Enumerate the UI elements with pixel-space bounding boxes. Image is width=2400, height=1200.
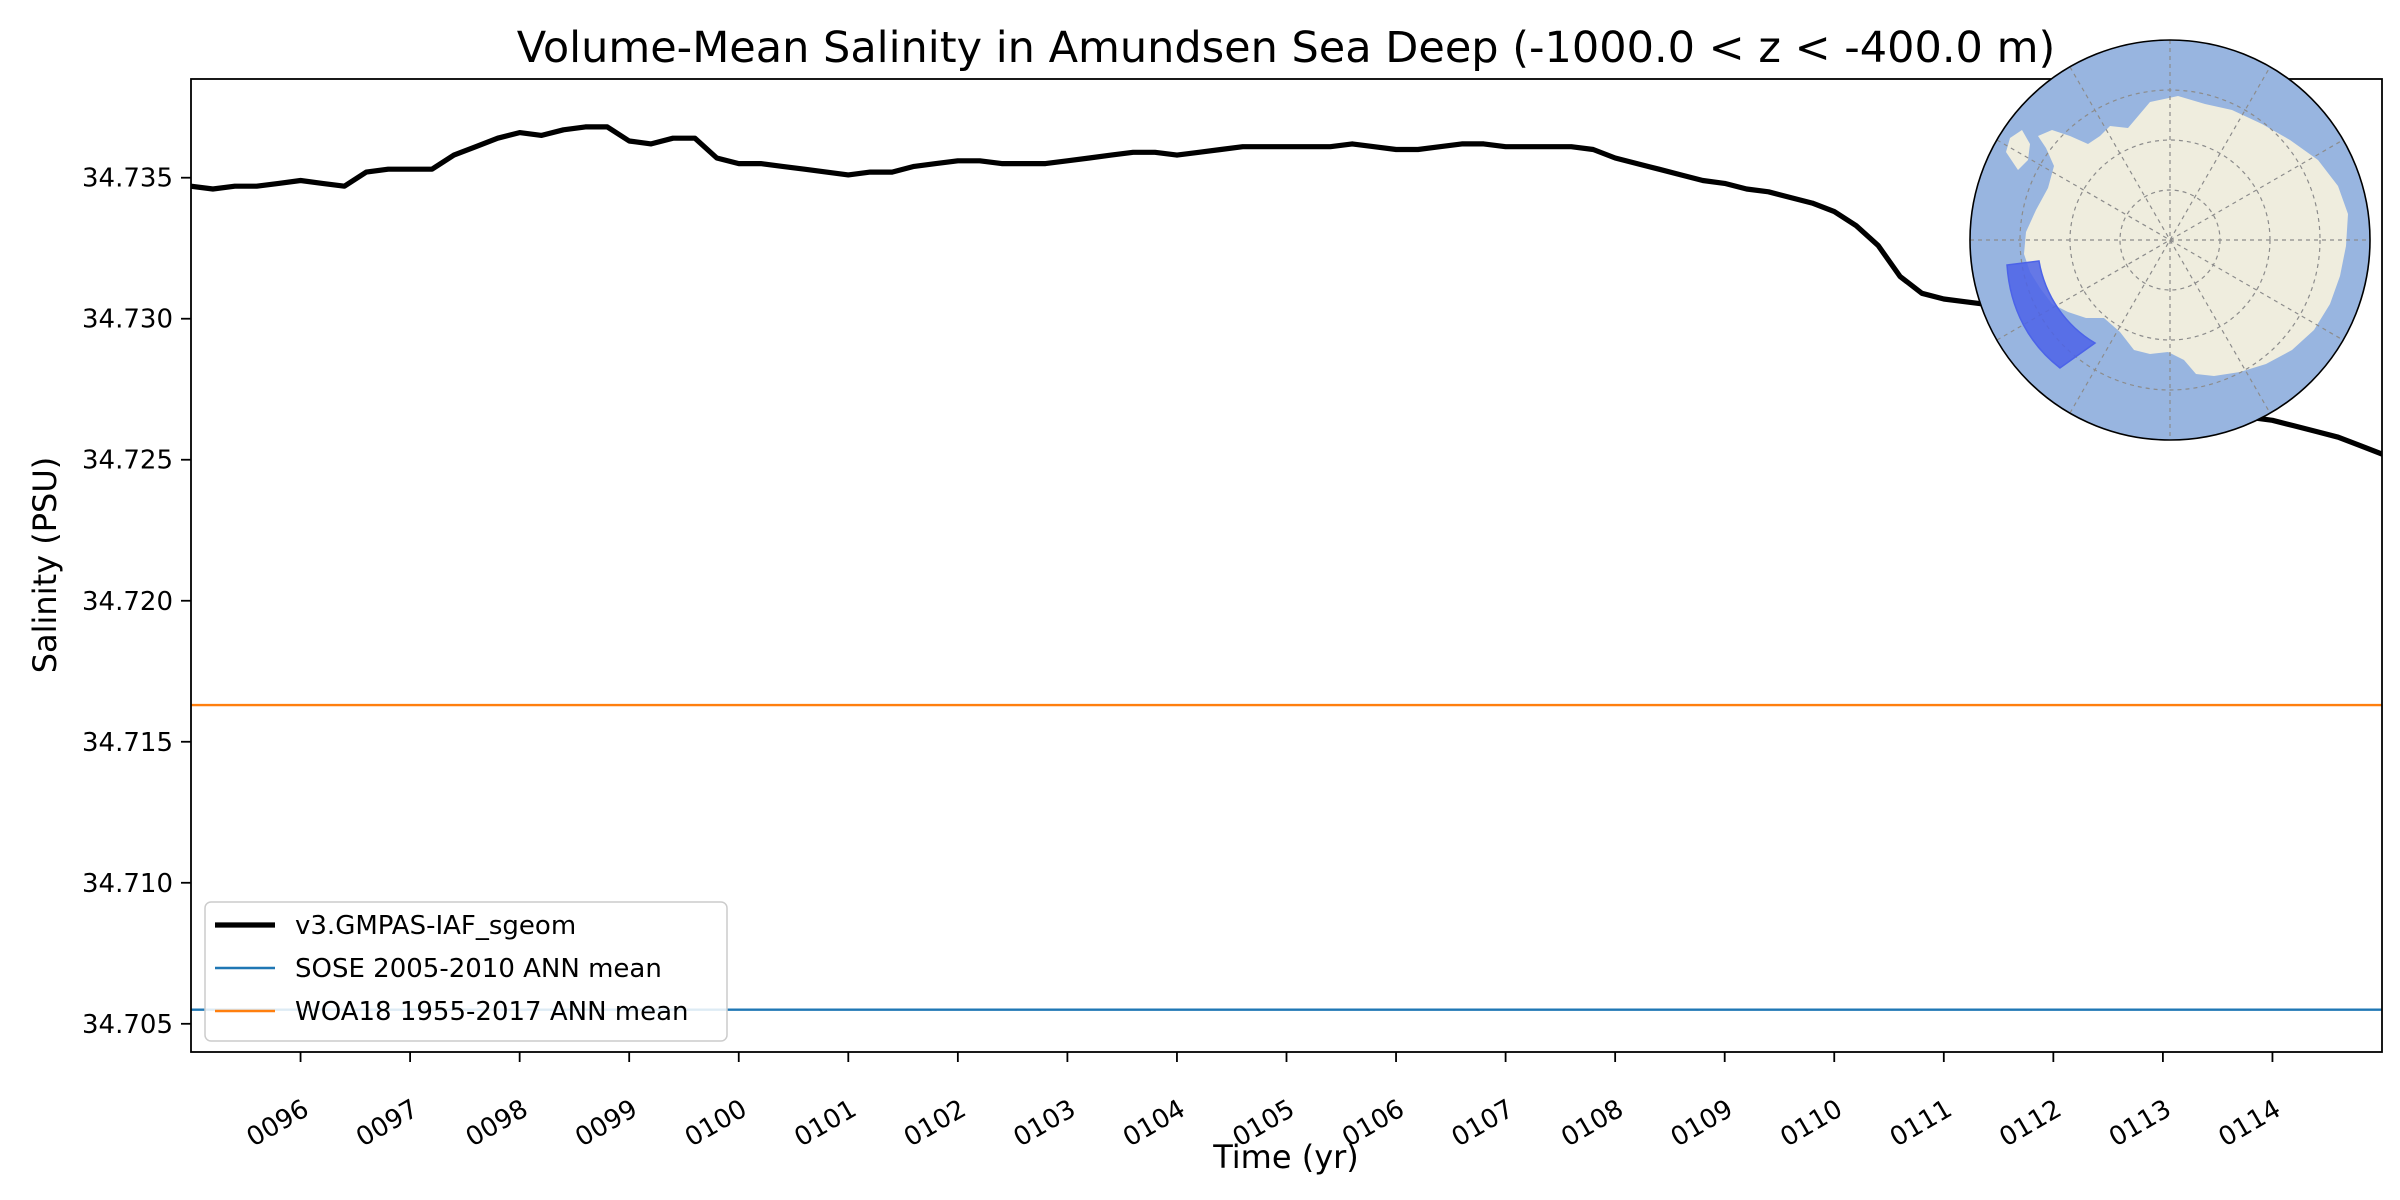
chart-title: Volume-Mean Salinity in Amundsen Sea Dee… xyxy=(517,23,2056,73)
legend-label-model: v3.GMPAS-IAF_sgeom xyxy=(295,911,576,941)
x-tick-label: 0102 xyxy=(899,1094,971,1153)
y-tick-label: 34.725 xyxy=(82,446,173,476)
y-tick-label: 34.735 xyxy=(82,164,173,194)
x-tick-label: 0114 xyxy=(2214,1094,2286,1153)
map-amundsen-region-highlight xyxy=(2006,260,2097,369)
map-outline xyxy=(1969,39,2371,441)
y-tick-label: 34.715 xyxy=(82,728,173,758)
x-tick-label: 0096 xyxy=(242,1094,314,1153)
y-tick-label: 34.730 xyxy=(82,305,173,335)
y-tick-label: 34.720 xyxy=(82,587,173,617)
x-tick-label: 0097 xyxy=(351,1094,423,1153)
map-antarctica-land xyxy=(2006,96,2348,376)
legend-label-woa18: WOA18 1955-2017 ANN mean xyxy=(295,997,689,1027)
legend-box xyxy=(204,901,728,1042)
x-tick-label: 0108 xyxy=(1556,1094,1628,1153)
x-tick-label: 0099 xyxy=(570,1094,642,1153)
x-tick-label: 0098 xyxy=(461,1094,533,1153)
x-axis-label: Time (yr) xyxy=(1212,1138,1359,1176)
x-tick-label: 0107 xyxy=(1447,1094,1519,1153)
x-tick-label: 0109 xyxy=(1666,1094,1738,1153)
y-tick-label: 34.710 xyxy=(82,869,173,899)
inset-antarctica-map xyxy=(1969,39,2371,441)
plot-frame xyxy=(190,78,2383,1053)
x-tick-label: 0101 xyxy=(789,1094,861,1153)
chart-legend: v3.GMPAS-IAF_sgeom SOSE 2005-2010 ANN me… xyxy=(204,901,728,1042)
y-tick-label: 34.705 xyxy=(82,1010,173,1040)
legend-label-sose: SOSE 2005-2010 ANN mean xyxy=(295,954,662,984)
x-tick-label: 0103 xyxy=(1009,1094,1081,1153)
y-axis-label: Salinity (PSU) xyxy=(26,457,64,674)
x-tick-label: 0104 xyxy=(1118,1094,1190,1153)
x-tick-label: 0110 xyxy=(1775,1094,1847,1153)
x-tick-label: 0112 xyxy=(1995,1094,2067,1153)
x-tick-label: 0113 xyxy=(2104,1094,2176,1153)
y-axis-ticks: 34.705 34.710 34.715 34.720 34.725 34.730 34.7… xyxy=(82,164,191,1040)
x-tick-label: 0111 xyxy=(1885,1094,1957,1153)
x-tick-label: 0100 xyxy=(680,1094,752,1153)
